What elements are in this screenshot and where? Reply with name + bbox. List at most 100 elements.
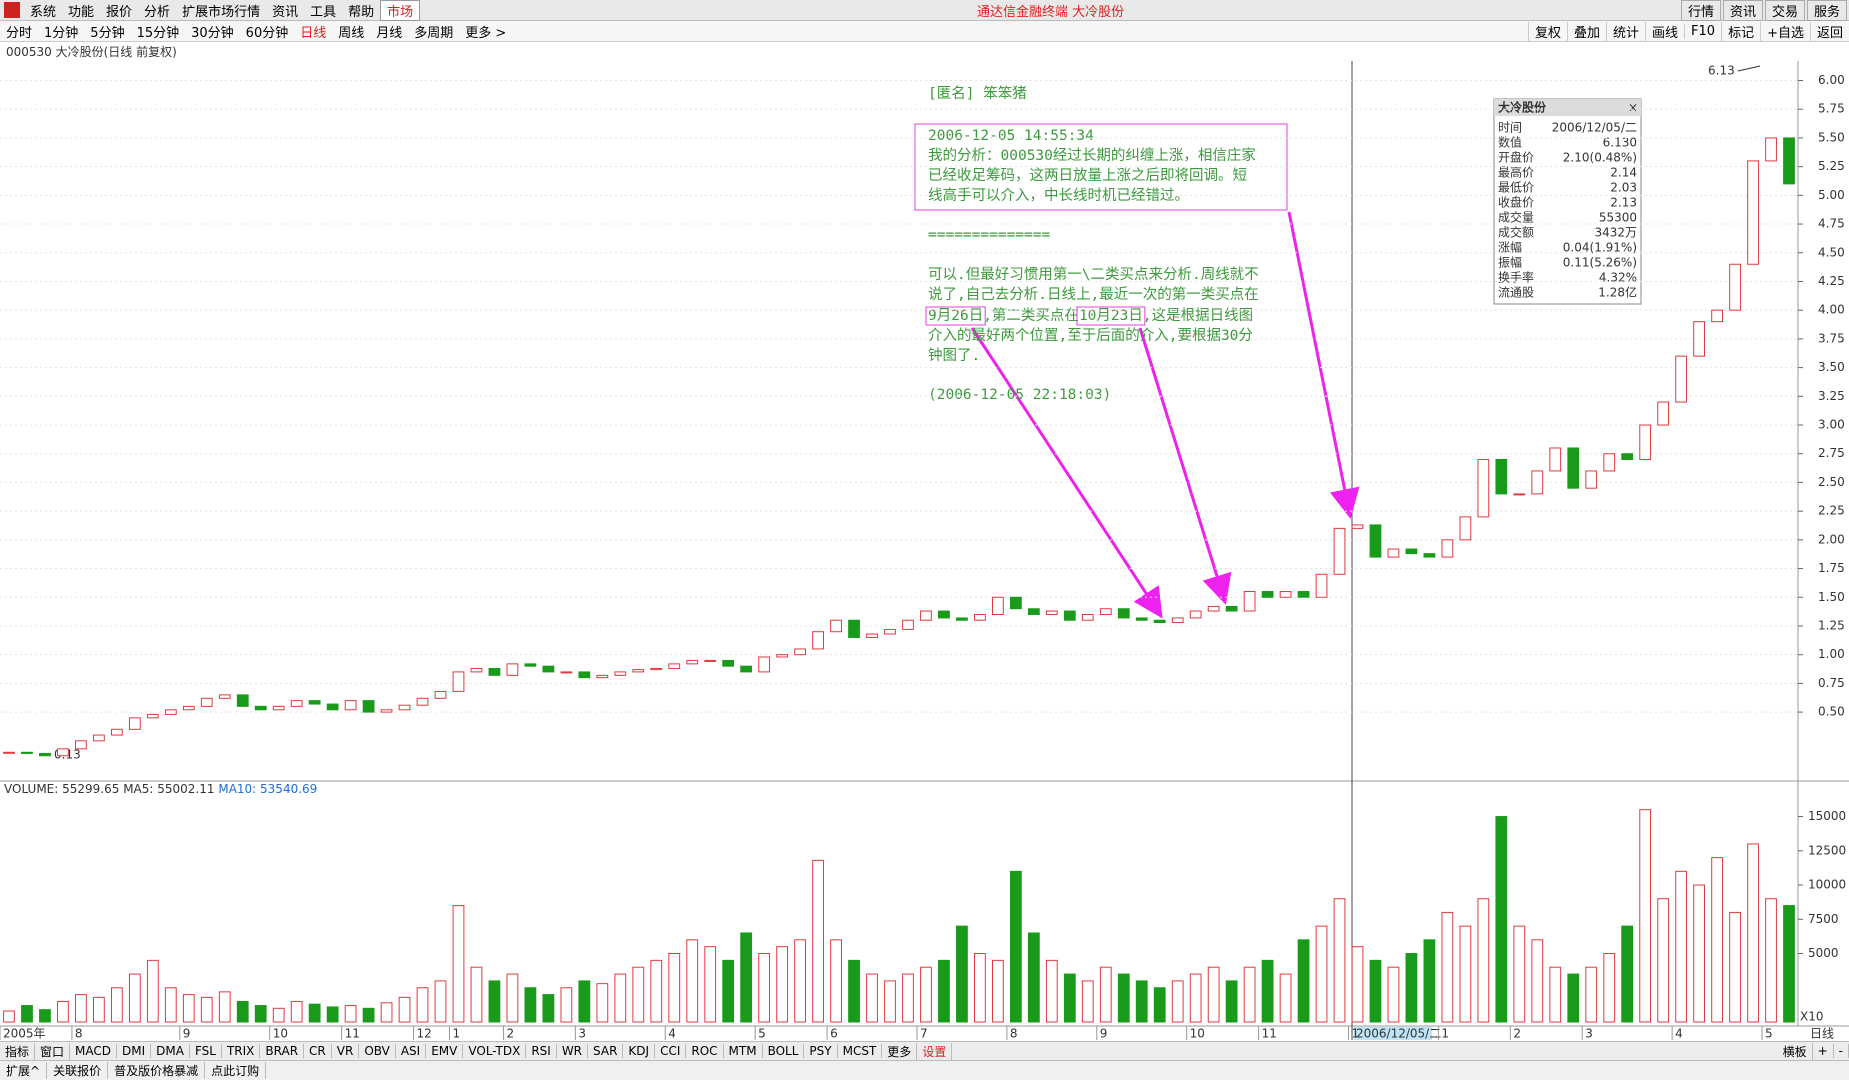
market-button[interactable]: 市场 [380, 0, 421, 21]
indicator-tab[interactable]: RSI [526, 1044, 557, 1058]
candle [1423, 553, 1436, 558]
indicator-tab[interactable]: CR [304, 1044, 332, 1058]
indicator-tab[interactable]: DMA [151, 1044, 190, 1058]
candle [920, 610, 932, 621]
period-button[interactable]: 更多 > [465, 25, 507, 41]
indicator-tab[interactable]: DMI [117, 1044, 152, 1058]
candle [991, 596, 1004, 615]
status-item[interactable]: 点此订购 [205, 1062, 267, 1079]
indicator-tab[interactable]: EMV [426, 1044, 464, 1058]
period-button[interactable]: 60分钟 [245, 25, 289, 41]
indicator-tab[interactable]: BRAR [260, 1044, 305, 1058]
candle [308, 700, 321, 705]
menu-item[interactable]: 工具 [310, 4, 337, 20]
comment-line: 可以.但最好习惯用第一\二类买点来分析.周线就不 [928, 265, 1259, 283]
candle [1351, 524, 1364, 529]
candle [218, 694, 231, 699]
status-item[interactable]: 关联报价 [47, 1062, 109, 1079]
period-button[interactable]: 日线 [300, 25, 327, 41]
x-tick-label: 5 [758, 1027, 766, 1041]
period-button[interactable]: 周线 [338, 25, 365, 41]
tab-button[interactable]: + [1813, 1044, 1834, 1058]
y-tick-label: 3.75 [1818, 331, 1845, 345]
candle [1207, 605, 1220, 612]
volume-bar [1117, 973, 1130, 1023]
settings-tab[interactable]: 设置 [917, 1042, 953, 1060]
close-icon[interactable]: × [1628, 101, 1638, 115]
volume-bar [830, 939, 842, 1023]
menu-item[interactable]: 扩展市场行情 [182, 4, 261, 20]
status-item[interactable]: 扩展^ [0, 1062, 48, 1079]
indicator-tab[interactable]: MCST [838, 1044, 883, 1058]
tool-button[interactable]: 画线 [1645, 21, 1684, 41]
indicator-tab[interactable]: MTM [724, 1044, 763, 1058]
indicator-tab[interactable]: VR [332, 1044, 360, 1058]
tool-button[interactable]: F10 [1684, 23, 1721, 39]
indicator-tab[interactable]: FSL [190, 1044, 222, 1058]
volume-bar [1603, 953, 1616, 1023]
tool-button[interactable]: 统计 [1606, 21, 1645, 41]
indicator-tab[interactable]: 更多 [882, 1042, 918, 1060]
indicator-tab[interactable]: SAR [588, 1044, 624, 1058]
candle [416, 697, 429, 706]
period-button[interactable]: 分时 [6, 25, 33, 41]
tab-button[interactable]: 横板 [1778, 1042, 1813, 1060]
volume-bar [578, 980, 591, 1023]
indicator-tab[interactable]: 指标 [0, 1042, 36, 1060]
candle [938, 610, 950, 619]
tool-button[interactable]: 标记 [1721, 21, 1760, 41]
y-tick-label: 4.00 [1818, 303, 1845, 317]
indicator-tab[interactable]: WR [557, 1044, 589, 1058]
info-label: 收盘价 [1498, 195, 1534, 210]
menu-item[interactable]: 功能 [68, 4, 95, 20]
y-tick-label: 15000 [1808, 809, 1846, 823]
volume-bar [182, 994, 195, 1023]
indicator-tab[interactable]: CCI [655, 1044, 687, 1058]
indicator-tab[interactable]: KDJ [623, 1044, 656, 1058]
menu-button[interactable]: 行情 [1680, 0, 1721, 21]
candle [92, 734, 105, 742]
stock-header: 000530 大冷股份(日线 前复权) [6, 45, 177, 59]
indicator-tab[interactable]: ASI [396, 1044, 427, 1058]
menu-button[interactable]: 交易 [1764, 0, 1805, 21]
indicator-tab[interactable]: VOL-TDX [463, 1044, 527, 1058]
period-button[interactable]: 月线 [376, 25, 403, 41]
indicator-tab[interactable]: OBV [359, 1044, 396, 1058]
volume-bar [1783, 905, 1795, 1023]
menu-item[interactable]: 报价 [106, 4, 133, 20]
candle [1279, 591, 1292, 598]
volume-bar [776, 946, 789, 1023]
indicator-tab[interactable]: BOLL [763, 1044, 805, 1058]
period-button[interactable]: 1分钟 [44, 25, 79, 41]
indicator-tab[interactable]: 窗口 [35, 1042, 71, 1060]
chart-header: 000530 大冷股份(日线 前复权) [0, 42, 1849, 61]
info-label: 振幅 [1498, 255, 1522, 270]
logo [4, 2, 20, 18]
indicator-tab[interactable]: ROC [686, 1044, 724, 1058]
volume-bar [812, 859, 824, 1023]
menu-button[interactable]: 资讯 [1722, 0, 1763, 21]
tool-button[interactable]: +自选 [1760, 21, 1810, 41]
tool-button[interactable]: 复权 [1527, 21, 1567, 41]
candle [1765, 137, 1777, 162]
tab-button[interactable]: - [1834, 1044, 1849, 1058]
indicator-tab[interactable]: TRIX [222, 1044, 261, 1058]
indicator-tab[interactable]: MACD [70, 1044, 118, 1058]
tool-button[interactable]: 叠加 [1566, 21, 1606, 41]
x-tick-label: 8 [1010, 1027, 1018, 1041]
status-item[interactable]: 普及版价格暴减 [108, 1062, 206, 1079]
volume-bar [110, 987, 123, 1023]
menu-item[interactable]: 帮助 [348, 4, 375, 20]
period-button[interactable]: 15分钟 [136, 25, 180, 41]
period-button[interactable]: 30分钟 [191, 25, 234, 41]
menu-item[interactable]: 资讯 [272, 4, 299, 20]
period-button[interactable]: 多周期 [414, 25, 454, 41]
menu-item[interactable]: 分析 [144, 4, 171, 20]
volume-bar [1387, 966, 1400, 1023]
period-button[interactable]: 5分钟 [90, 25, 125, 41]
y-tick-label: 1.25 [1818, 618, 1845, 632]
indicator-tab[interactable]: PSY [804, 1044, 838, 1058]
tool-button[interactable]: 返回 [1809, 21, 1849, 41]
menu-item[interactable]: 系统 [30, 4, 57, 20]
menu-button[interactable]: 服务 [1806, 0, 1847, 21]
